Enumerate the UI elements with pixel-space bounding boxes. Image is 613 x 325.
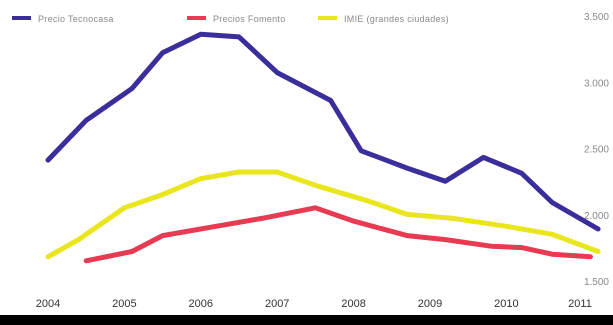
plot-area [45,31,601,264]
legend: Precio Tecnocasa Precios Fomento IMIE (g… [12,14,449,24]
x-tick-label: 2009 [418,298,442,310]
legend-label-tecnocasa: Precio Tecnocasa [38,14,114,24]
x-tick-label: 2010 [494,298,518,310]
y-tick-label: 3.000 [584,78,609,89]
x-tick-label: 2004 [36,298,60,310]
x-tick-label: 2005 [112,298,136,310]
x-tick-label: 2006 [189,298,213,310]
legend-item-tecnocasa: Precio Tecnocasa [12,14,114,24]
footer-bar [0,315,613,325]
y-axis: 1.500 2.000 2.500 3.000 3.500 [584,12,609,288]
legend-label-imie: IMIE (grandes ciudades) [344,14,449,24]
y-tick-label: 1.500 [584,277,609,288]
x-axis: 2004 2005 2006 2007 2008 2009 2010 2011 [36,298,592,310]
x-tick-label: 2008 [341,298,365,310]
series-line-fomento [83,205,593,264]
x-tick-label: 2011 [568,298,592,310]
y-tick-label: 2.000 [584,211,609,222]
legend-item-imie: IMIE (grandes ciudades) [318,14,449,24]
y-tick-label: 3.500 [584,12,609,23]
y-tick-label: 2.500 [584,145,609,156]
legend-label-fomento: Precios Fomento [213,14,286,24]
series-line-imie [45,169,601,260]
x-tick-label: 2007 [265,298,289,310]
legend-item-fomento: Precios Fomento [187,14,286,24]
series-line-tecnocasa [45,31,601,232]
